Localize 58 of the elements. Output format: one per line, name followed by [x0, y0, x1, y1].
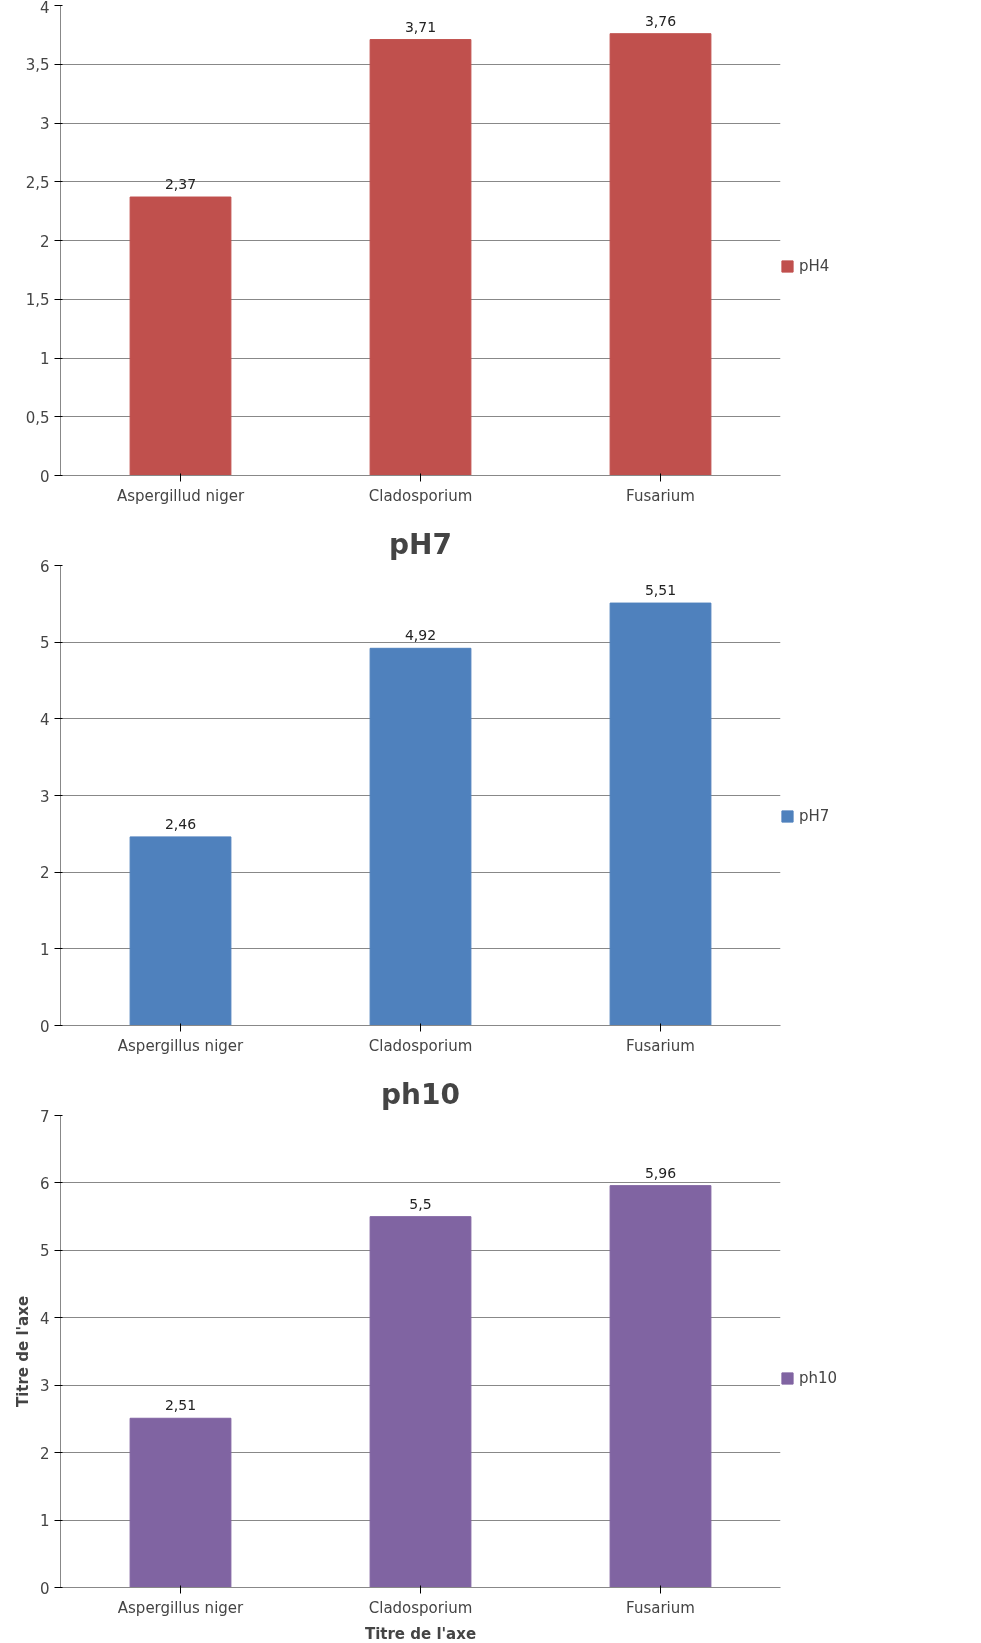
x-tick-label: Cladosporium — [368, 1598, 473, 1617]
bar — [129, 196, 232, 476]
bar — [609, 602, 712, 1026]
x-tick-label: Fusarium — [626, 1036, 695, 1055]
x-tick-label: Fusarium — [626, 1598, 695, 1617]
y-tick-label: 2 — [39, 232, 50, 251]
y-tick-label: 2,5 — [25, 173, 50, 192]
y-tick-label: 4 — [39, 710, 50, 729]
bar — [129, 1417, 232, 1588]
y-tick-label: 4 — [39, 0, 50, 17]
y-tick-label: 1,5 — [25, 291, 50, 310]
data-label: 3,76 — [644, 12, 677, 29]
data-label: 5,51 — [644, 582, 677, 599]
y-tick-label: 5 — [39, 1242, 50, 1261]
y-tick-label: 0 — [39, 467, 50, 486]
x-tick-label: Cladosporium — [368, 486, 473, 505]
y-tick-label: 4 — [39, 1309, 50, 1328]
bar — [609, 33, 712, 476]
x-tick-label: Aspergillus niger — [117, 1036, 245, 1055]
y-axis-title: Titre de l'axe — [13, 1295, 32, 1408]
legend-label: ph10 — [799, 1369, 838, 1387]
x-tick-label: Fusarium — [626, 486, 695, 505]
data-label: 3,71 — [404, 18, 437, 35]
x-tick-label: Cladosporium — [368, 1036, 473, 1055]
y-tick-label: 2 — [39, 864, 50, 883]
bar — [369, 1216, 472, 1588]
y-tick-label: 7 — [39, 1107, 50, 1126]
y-tick-label: 1 — [39, 1512, 50, 1531]
legend-label: pH4 — [799, 257, 830, 275]
data-label: 5,5 — [409, 1195, 432, 1212]
bar — [369, 39, 472, 476]
bar — [369, 647, 472, 1026]
x-tick-label: Aspergillus niger — [117, 1598, 245, 1617]
y-tick-label: 2 — [39, 1444, 50, 1463]
legend-label: pH7 — [799, 807, 830, 825]
y-tick-label: 0 — [39, 1017, 50, 1036]
y-tick-label: 3 — [39, 115, 50, 133]
data-label: 4,92 — [404, 627, 437, 644]
y-tick-label: 0,5 — [25, 408, 50, 427]
y-tick-label: 3,5 — [25, 56, 50, 75]
y-tick-label: 1 — [39, 350, 50, 368]
bar — [609, 1185, 712, 1588]
x-axis-title: Titre de l'axe — [364, 1624, 477, 1643]
bar — [129, 836, 232, 1026]
y-tick-label: 3 — [39, 787, 50, 806]
data-label: 2,46 — [164, 815, 197, 832]
data-label: 2,51 — [164, 1397, 197, 1414]
chart-title: ph10 — [381, 1077, 460, 1111]
y-tick-label: 3 — [39, 1377, 50, 1396]
y-tick-label: 6 — [39, 1174, 50, 1193]
data-label: 2,37 — [164, 176, 197, 193]
chart-title: pH7 — [389, 527, 452, 561]
y-tick-label: 1 — [39, 940, 50, 959]
x-tick-label: Aspergillud niger — [116, 486, 245, 505]
y-tick-label: 5 — [39, 634, 50, 653]
data-label: 5,96 — [644, 1164, 677, 1181]
y-tick-label: 6 — [39, 557, 50, 576]
y-tick-label: 0 — [39, 1579, 50, 1598]
